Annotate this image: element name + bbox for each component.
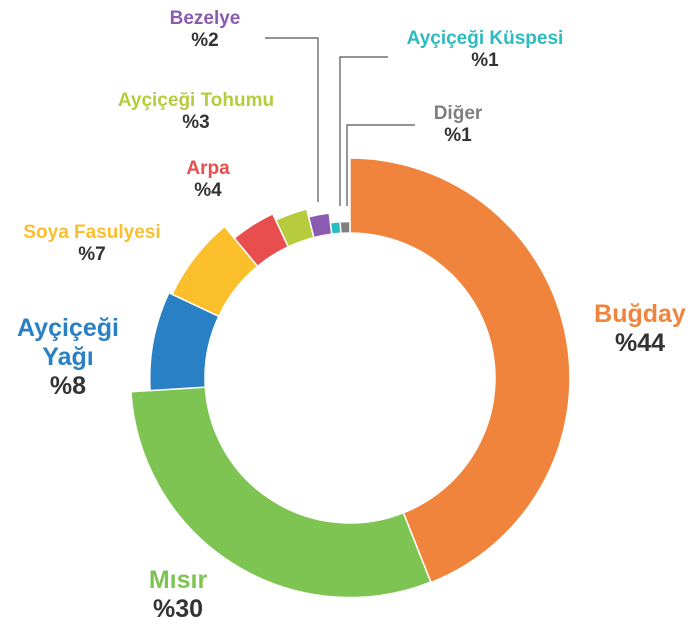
donut-slice xyxy=(329,220,342,235)
category-label: Soya Fasulyesi xyxy=(23,222,161,243)
value-label: %7 xyxy=(78,243,106,265)
category-label: Mısır xyxy=(148,566,208,594)
slice-label: Ayçiçeği Yağı %8 xyxy=(13,314,123,400)
leader-line xyxy=(346,124,415,206)
slice-label: Ayçiçeği Küspesi %1 xyxy=(407,28,564,72)
category-label: Bezelye xyxy=(169,8,241,29)
leader-line xyxy=(339,56,388,206)
value-label: %30 xyxy=(152,594,204,623)
slice-label: Buğday %44 xyxy=(594,300,686,358)
slice-label: Mısır %30 xyxy=(149,566,207,624)
slice-label: Bezelye %2 xyxy=(170,8,241,52)
value-label: %1 xyxy=(444,124,472,146)
category-label: Ayçiçeği Yağı xyxy=(17,314,119,371)
value-label: %3 xyxy=(182,111,210,133)
donut-slice xyxy=(349,157,571,584)
leader-line xyxy=(265,37,319,202)
value-label: %44 xyxy=(614,328,666,357)
category-label: Ayçiçeği Küspesi xyxy=(406,28,564,49)
value-label: %8 xyxy=(49,371,87,400)
slice-label: Diğer %1 xyxy=(434,103,483,147)
value-label: %1 xyxy=(471,49,499,71)
category-label: Diğer xyxy=(433,103,483,124)
category-label: Arpa xyxy=(186,158,230,179)
category-label: Ayçiçeği Tohumu xyxy=(117,90,275,111)
donut-slice xyxy=(339,220,351,235)
donut-slice xyxy=(130,386,432,599)
slice-label: Soya Fasulyesi %7 xyxy=(23,222,160,266)
category-label: Buğday xyxy=(594,300,686,328)
slice-label: Arpa %4 xyxy=(186,158,229,202)
slice-label: Ayçiçeği Tohumu %3 xyxy=(118,90,274,134)
value-label: %4 xyxy=(194,179,222,201)
value-label: %2 xyxy=(191,29,219,51)
